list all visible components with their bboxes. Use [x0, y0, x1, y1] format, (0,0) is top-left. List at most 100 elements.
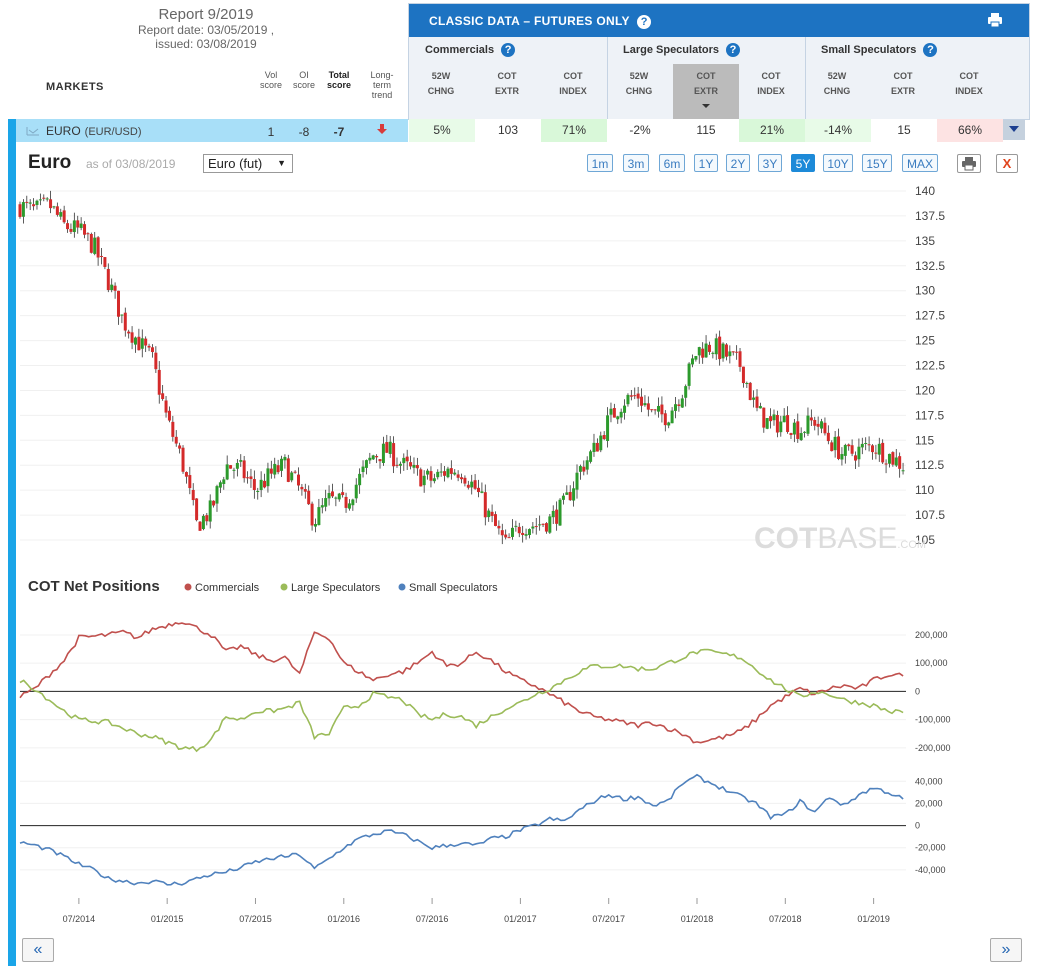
candle-body	[55, 206, 59, 215]
market-name[interactable]: EURO (EUR/USD)	[46, 124, 142, 138]
candle-body	[640, 396, 644, 406]
market-select[interactable]: Euro (fut) ▼	[203, 154, 293, 173]
candle-body	[66, 223, 70, 230]
range-button-3m[interactable]: 3m	[623, 154, 649, 172]
candle-body	[826, 432, 830, 442]
col-small-52w-chng[interactable]: 52W CHNG	[807, 69, 867, 99]
candle-body	[714, 338, 718, 355]
candle-body	[205, 515, 209, 522]
candle-body	[701, 348, 705, 358]
price-y-tick-label: 115	[915, 433, 934, 447]
candle-body	[653, 409, 657, 411]
market-row[interactable]	[16, 119, 408, 142]
candle-body	[752, 397, 756, 400]
mini-chart-icon	[26, 127, 39, 136]
candle-body	[188, 475, 192, 489]
candle-body	[140, 338, 144, 349]
range-button-1m[interactable]: 1m	[587, 154, 613, 172]
col-label-line1: COT	[761, 71, 781, 81]
candle-body	[803, 431, 807, 433]
chart-print-button[interactable]	[957, 154, 981, 173]
candle-body	[884, 463, 888, 465]
price-y-tick-label: 125	[915, 334, 935, 348]
expand-row-button[interactable]	[1003, 120, 1025, 140]
col-small-cot-extr[interactable]: COT EXTR	[873, 69, 933, 99]
candle-body	[62, 210, 66, 223]
candle-body	[745, 382, 749, 384]
candle-body	[534, 526, 538, 528]
candle-body	[517, 526, 521, 534]
col-commercials-52w-chng[interactable]: 52W CHNG	[411, 69, 471, 99]
col-commercials-cot-index[interactable]: COT INDEX	[543, 69, 603, 99]
help-icon[interactable]: ?	[726, 43, 741, 57]
range-button-5y[interactable]: 5Y	[791, 154, 815, 172]
range-button-15y[interactable]: 15Y	[862, 154, 892, 172]
previous-button[interactable]: «	[22, 938, 54, 962]
candle-body	[303, 489, 307, 492]
candle-body	[728, 351, 732, 357]
candle-body	[792, 422, 796, 435]
help-icon[interactable]: ?	[501, 43, 516, 57]
vol-score-header-line2: score	[259, 80, 282, 90]
help-icon[interactable]: ?	[637, 14, 652, 29]
col-label-line2: INDEX	[559, 86, 587, 96]
candle-body	[901, 470, 905, 472]
next-button[interactable]: »	[990, 938, 1022, 962]
cot-net-positions-chart: COT Net Positions Commercials Large Specul…	[19, 578, 951, 924]
candle-body	[171, 421, 175, 437]
candle-body	[864, 442, 868, 444]
candle-body	[52, 206, 56, 208]
candle-body	[789, 433, 793, 435]
range-button-1y[interactable]: 1Y	[694, 154, 718, 172]
range-button-max[interactable]: MAX	[902, 154, 938, 172]
price-y-tick-label: 132.5	[915, 259, 945, 273]
candle-body	[840, 454, 844, 460]
col-commercials-cot-extr[interactable]: COT EXTR	[477, 69, 537, 99]
range-button-10y[interactable]: 10Y	[823, 154, 853, 172]
candle-body	[585, 460, 589, 470]
help-icon[interactable]: ?	[923, 43, 938, 57]
candle-body	[898, 456, 902, 469]
candle-body	[110, 284, 114, 291]
candle-body	[371, 455, 375, 460]
candle-body	[290, 472, 294, 481]
candle-body	[269, 468, 273, 474]
col-large-52w-chng[interactable]: 52W CHNG	[609, 69, 669, 99]
candle-body	[623, 405, 627, 413]
candle-body	[657, 405, 661, 412]
candle-body	[891, 452, 895, 465]
candle-body	[25, 201, 29, 203]
cot-y-tick-label: 200,000	[915, 630, 948, 640]
col-large-cot-extr[interactable]: COT EXTR	[676, 69, 736, 114]
candle-body	[184, 472, 188, 477]
chart-close-button[interactable]: X	[996, 154, 1018, 173]
candle-body	[609, 408, 613, 415]
candle-body	[32, 204, 36, 207]
legend-label[interactable]: Commercials	[195, 582, 260, 594]
price-y-tick-label: 122.5	[915, 359, 945, 373]
candle-body	[724, 344, 728, 357]
candle-body	[263, 480, 267, 488]
range-button-2y[interactable]: 2Y	[726, 154, 750, 172]
candle-body	[606, 415, 610, 441]
oi-score-value: -8	[298, 125, 310, 139]
market-row-cell: 21%	[739, 119, 805, 142]
legend-label[interactable]: Large Speculators	[291, 582, 381, 594]
col-large-cot-index[interactable]: COT INDEX	[741, 69, 801, 99]
legend-label[interactable]: Small Speculators	[409, 582, 498, 594]
col-label-line2: INDEX	[955, 86, 983, 96]
col-label-line2: INDEX	[757, 86, 785, 96]
price-chart: 140 137.5 135 132.5 130 127.5 125 122.5 120 117.5…	[18, 184, 945, 555]
candle-body	[677, 404, 681, 407]
candle-body	[208, 500, 212, 522]
range-button-6m[interactable]: 6m	[659, 154, 685, 172]
candle-body	[436, 471, 440, 478]
market-row-cell: 115	[673, 119, 739, 142]
classic-data-titlebar: CLASSIC DATA – FUTURES ONLY ?	[409, 4, 1029, 37]
print-icon[interactable]	[987, 12, 1003, 28]
candle-body	[589, 451, 593, 462]
candle-body	[786, 415, 790, 432]
range-button-3y[interactable]: 3Y	[758, 154, 782, 172]
total-score-header-line2: score	[326, 80, 352, 90]
col-small-cot-index[interactable]: COT INDEX	[939, 69, 999, 99]
